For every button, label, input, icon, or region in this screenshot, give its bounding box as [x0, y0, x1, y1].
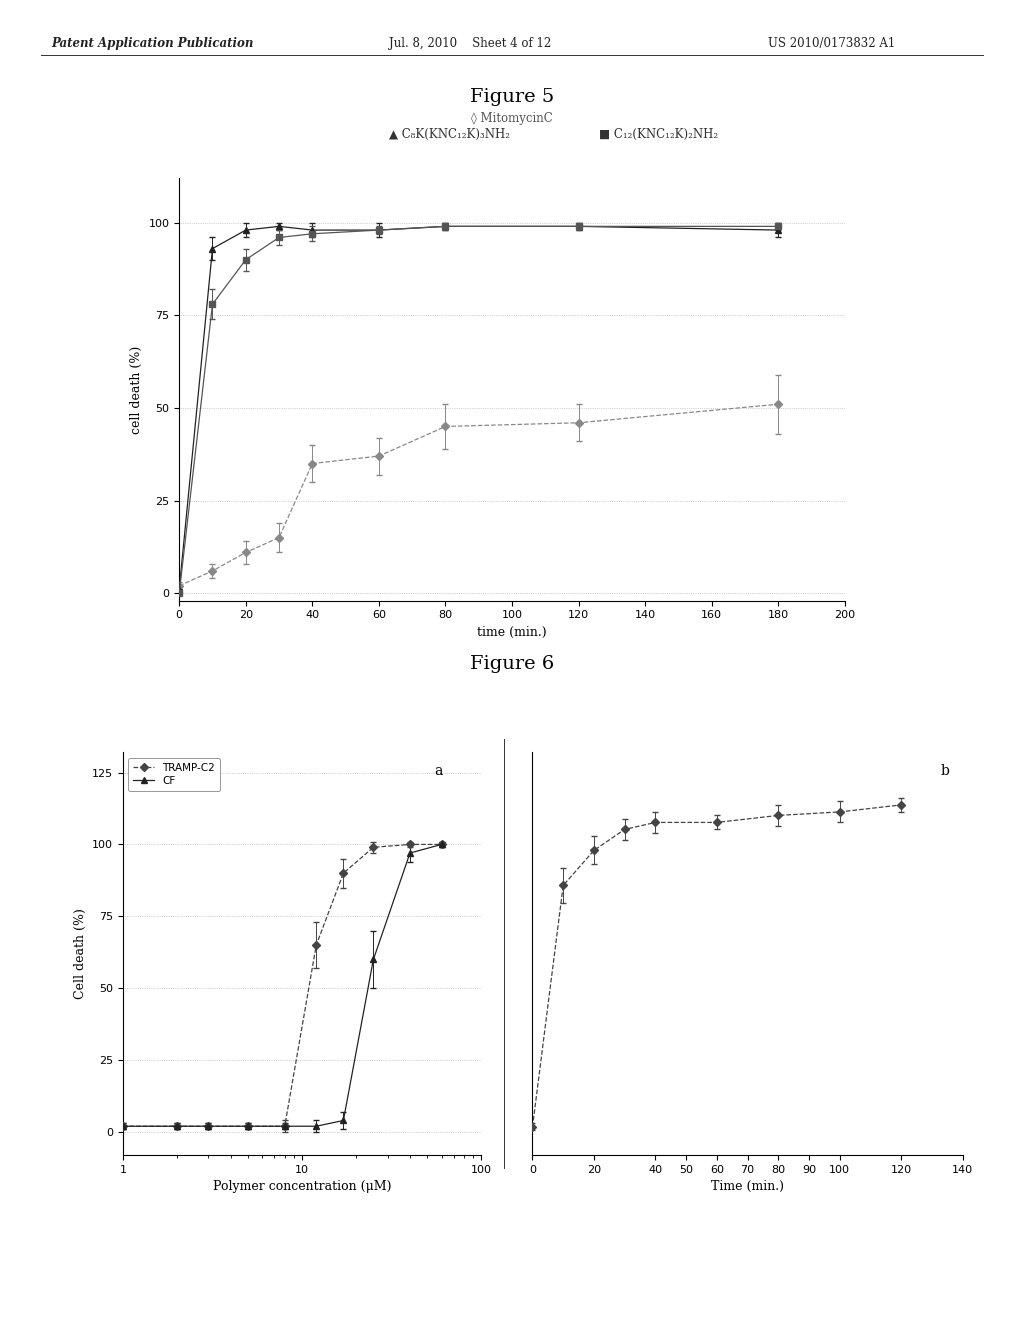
- Text: ■ C₁₂(KNC₁₂K)₂NH₂: ■ C₁₂(KNC₁₂K)₂NH₂: [599, 128, 718, 141]
- Text: b: b: [941, 764, 950, 779]
- Text: a: a: [434, 764, 443, 779]
- X-axis label: time (min.): time (min.): [477, 626, 547, 639]
- Text: Jul. 8, 2010    Sheet 4 of 12: Jul. 8, 2010 Sheet 4 of 12: [389, 37, 551, 50]
- Text: ◊ MitomycinC: ◊ MitomycinC: [471, 112, 553, 125]
- Y-axis label: Cell death (%): Cell death (%): [74, 908, 86, 999]
- Y-axis label: cell death (%): cell death (%): [130, 346, 143, 433]
- Text: Figure 6: Figure 6: [470, 655, 554, 673]
- X-axis label: Time (min.): Time (min.): [711, 1180, 784, 1193]
- Text: Figure 5: Figure 5: [470, 87, 554, 106]
- Text: US 2010/0173832 A1: US 2010/0173832 A1: [768, 37, 895, 50]
- Text: Patent Application Publication: Patent Application Publication: [51, 37, 254, 50]
- X-axis label: Polymer concentration (μM): Polymer concentration (μM): [213, 1180, 391, 1193]
- Text: ▲ C₈K(KNC₁₂K)₃NH₂: ▲ C₈K(KNC₁₂K)₃NH₂: [389, 128, 510, 141]
- Legend: TRAMP-C2, CF: TRAMP-C2, CF: [128, 758, 220, 791]
